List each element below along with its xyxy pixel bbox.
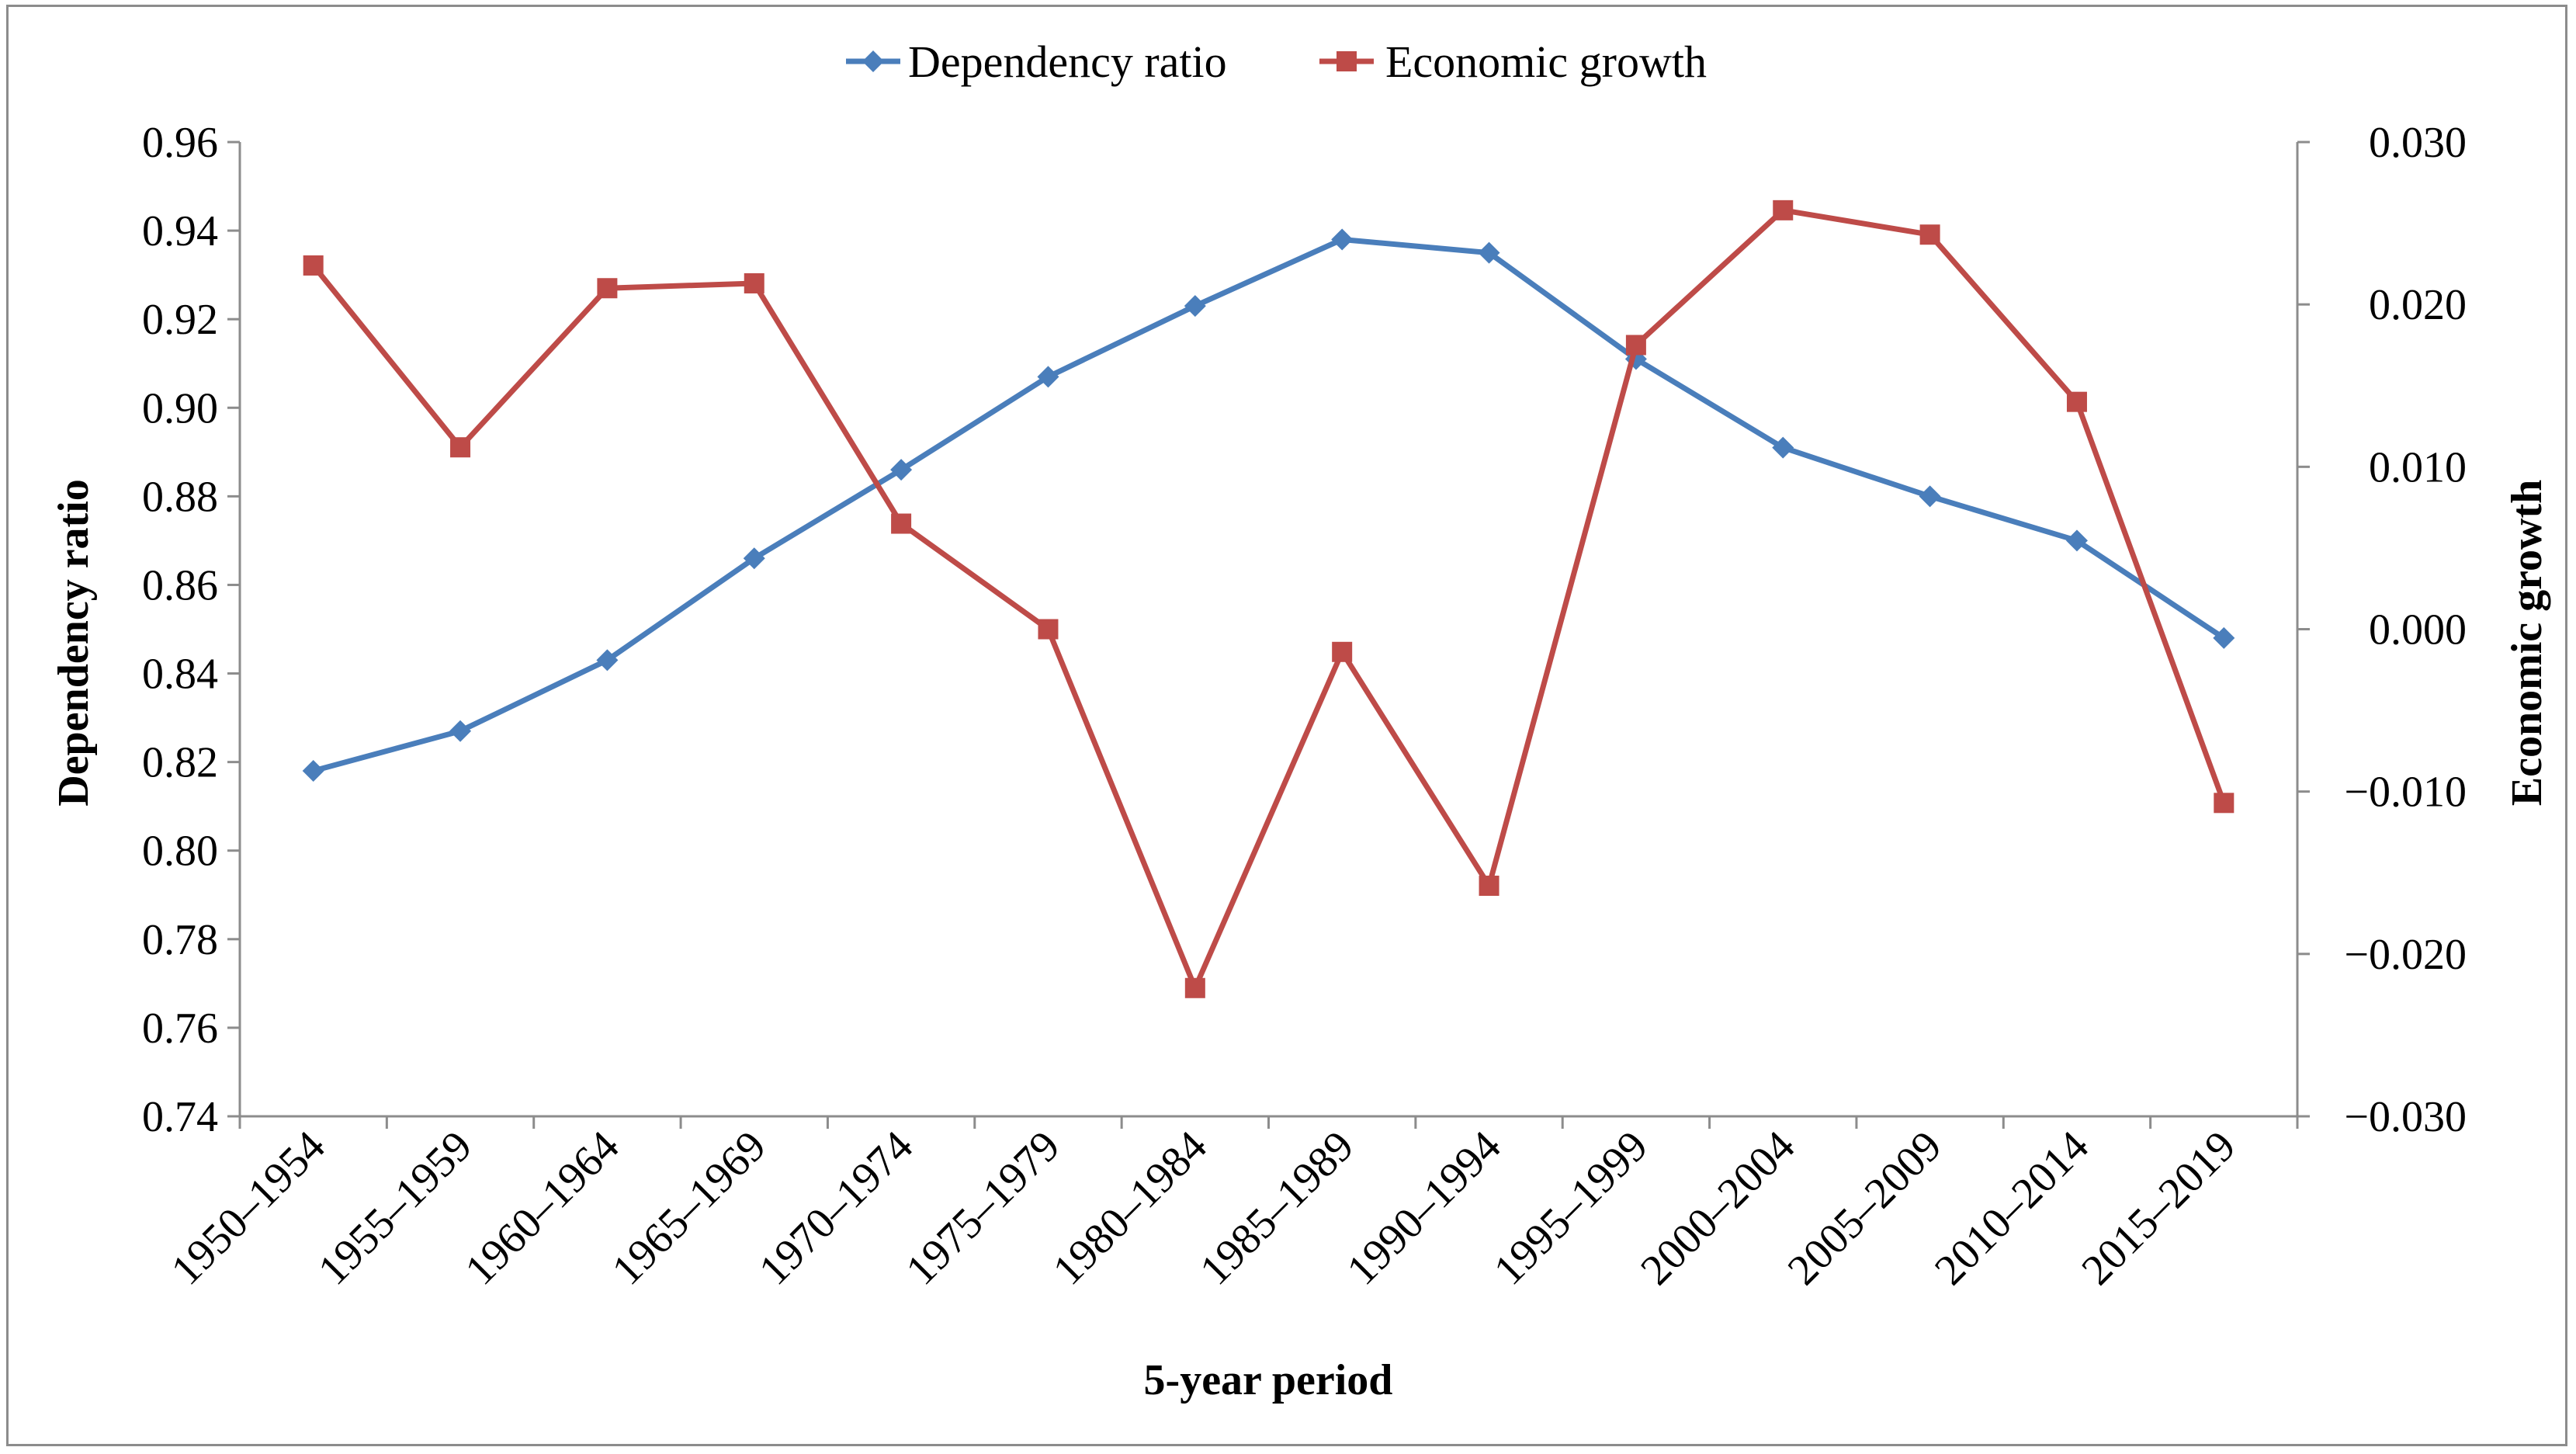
legend-item-economic-growth: Economic growth bbox=[1319, 36, 1707, 87]
data-point-square bbox=[597, 278, 618, 299]
data-point-diamond bbox=[1184, 295, 1206, 318]
y-left-tick-label: 0.74 bbox=[142, 1093, 218, 1141]
series-line bbox=[310, 207, 2227, 991]
data-point-square bbox=[450, 437, 471, 458]
x-tick-label: 1985–1989 bbox=[1191, 1122, 1363, 1294]
data-point-diamond bbox=[596, 649, 619, 671]
axes: 0.74 0.76 0.78 0.80 0.82 0.84 0.86 0.88 0.90 0.92… bbox=[142, 119, 2467, 1294]
data-point-square bbox=[303, 255, 324, 276]
x-tick-label: 1975–1979 bbox=[897, 1122, 1070, 1294]
data-point-diamond bbox=[1478, 241, 1500, 264]
y-right-tick-label: −0.020 bbox=[2344, 931, 2467, 979]
y-left-tick-label: 0.80 bbox=[142, 828, 218, 876]
x-tick-label: 2005–2009 bbox=[1779, 1122, 1951, 1294]
data-point-square bbox=[1625, 335, 1646, 356]
data-point-square bbox=[2066, 391, 2087, 412]
y-left-tick-label: 0.86 bbox=[142, 561, 218, 609]
y-left-tick-label: 0.76 bbox=[142, 1005, 218, 1053]
data-point-diamond bbox=[743, 547, 765, 570]
series-layer bbox=[302, 200, 2235, 998]
data-point-square bbox=[1479, 875, 1499, 896]
data-point-diamond bbox=[2213, 626, 2235, 649]
y-axis-left-title: Dependency ratio bbox=[50, 479, 98, 807]
series-line bbox=[312, 237, 2226, 774]
legend-label: Economic growth bbox=[1385, 36, 1707, 87]
x-tick-label: 2000–2004 bbox=[1631, 1122, 1804, 1294]
y-right-tick-label: −0.030 bbox=[2344, 1093, 2467, 1141]
data-point-square bbox=[1038, 619, 1059, 640]
data-point-diamond bbox=[449, 720, 472, 742]
data-point-diamond bbox=[1772, 436, 1794, 459]
legend-marker-square bbox=[1337, 51, 1357, 71]
y-left-tick-label: 0.90 bbox=[142, 384, 218, 432]
y-left-tick-label: 0.96 bbox=[142, 119, 218, 167]
series-economic-growth bbox=[303, 200, 2234, 998]
x-axis-title: 5-year period bbox=[1144, 1356, 1393, 1404]
x-tick-label: 1950–1954 bbox=[162, 1122, 335, 1294]
x-tick-label: 1965–1969 bbox=[603, 1122, 775, 1294]
data-point-diamond bbox=[1331, 228, 1354, 251]
data-point-square bbox=[2214, 793, 2234, 814]
data-point-square bbox=[891, 513, 912, 534]
legend-marker-diamond bbox=[862, 50, 884, 72]
y-left-tick-label: 0.78 bbox=[142, 916, 218, 964]
y-right-tick-label: 0.000 bbox=[2369, 606, 2467, 654]
y-right-tick-label: 0.020 bbox=[2369, 281, 2467, 329]
y-left-tick-label: 0.88 bbox=[142, 473, 218, 521]
x-tick-label: 2015–2019 bbox=[2072, 1122, 2245, 1294]
y-right-tick-label: 0.010 bbox=[2369, 443, 2467, 491]
y-axis-right-title: Economic growth bbox=[2503, 480, 2551, 807]
y-left-tick-label: 0.82 bbox=[142, 739, 218, 787]
x-tick-label: 1995–1999 bbox=[1485, 1122, 1657, 1294]
data-point-diamond bbox=[302, 760, 324, 783]
data-point-square bbox=[1773, 200, 1794, 220]
y-left-tick-label: 0.94 bbox=[142, 207, 218, 255]
y-right-tick-label: 0.030 bbox=[2369, 119, 2467, 167]
legend-label: Dependency ratio bbox=[908, 36, 1227, 87]
data-point-square bbox=[744, 272, 764, 293]
legend-item-dependency-ratio: Dependency ratio bbox=[846, 36, 1227, 87]
x-tick-label: 2010–2014 bbox=[1926, 1122, 2098, 1294]
y-right-tick-label: −0.010 bbox=[2344, 769, 2467, 817]
y-left-tick-label: 0.84 bbox=[142, 651, 218, 699]
data-point-square bbox=[1919, 224, 1940, 245]
data-point-diamond bbox=[2065, 529, 2088, 552]
x-tick-label: 1980–1984 bbox=[1044, 1122, 1216, 1294]
x-tick-label: 1955–1959 bbox=[309, 1122, 481, 1294]
legend: Dependency ratio Economic growth bbox=[846, 36, 1707, 87]
data-point-square bbox=[1332, 641, 1353, 662]
data-point-diamond bbox=[1037, 366, 1059, 388]
data-point-square bbox=[1184, 977, 1205, 998]
x-tick-label: 1970–1974 bbox=[750, 1122, 922, 1294]
x-tick-label: 1990–1994 bbox=[1338, 1122, 1510, 1294]
x-tick-label: 1960–1964 bbox=[456, 1122, 629, 1294]
y-left-tick-label: 0.92 bbox=[142, 296, 218, 344]
data-point-diamond bbox=[1919, 485, 1941, 508]
data-point-diamond bbox=[890, 459, 913, 481]
series-dependency-ratio bbox=[302, 228, 2235, 783]
chart-frame bbox=[6, 5, 2567, 1446]
